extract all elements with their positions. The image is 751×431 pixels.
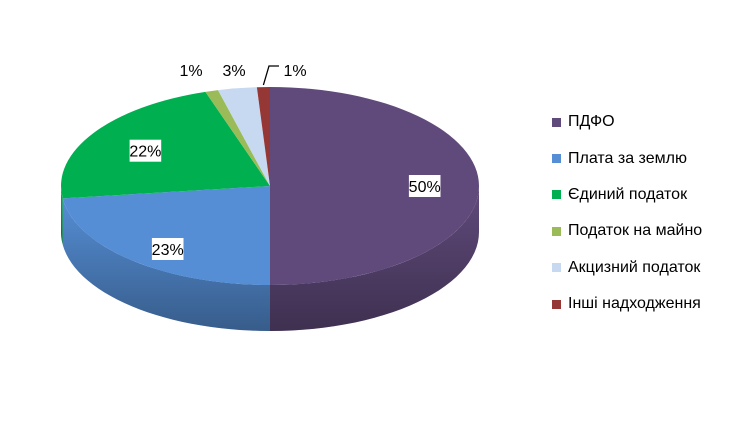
legend-swatch: [552, 154, 561, 164]
legend-swatch: [552, 226, 561, 236]
pie-slice-land-fee: [62, 186, 271, 285]
pie-side-pdfo: [270, 186, 479, 331]
svg-text:22%: 22%: [129, 144, 161, 161]
legend-label: Податок на майно: [568, 222, 703, 240]
svg-text:3%: 3%: [222, 63, 245, 80]
pie-slice-excise-tax: [218, 87, 270, 186]
legend-item-excise-tax: Акцизний податок: [552, 250, 702, 286]
legend-label: Єдиний податок: [568, 185, 688, 203]
svg-text:1%: 1%: [283, 63, 306, 80]
pie-side-land-fee: [62, 198, 271, 331]
legend-item-land-fee: Плата за землю: [552, 140, 702, 176]
legend: ПДФО Плата за землю Єдиний податок Подат…: [552, 104, 702, 322]
data-label-single-tax: 22%: [129, 139, 161, 162]
pie-slice-single-tax: [61, 91, 270, 199]
legend-item-pdfo: ПДФО: [552, 104, 702, 140]
legend-item-single-tax: Єдиний податок: [552, 177, 702, 213]
legend-item-other-revenue: Інші надходження: [552, 286, 702, 322]
data-label-property-tax: 1%: [179, 63, 202, 80]
legend-swatch: [552, 190, 561, 200]
pie-slice-pdfo: [270, 87, 479, 285]
data-label-land-fee: 23%: [152, 238, 184, 260]
svg-text:23%: 23%: [152, 242, 184, 259]
svg-text:1%: 1%: [179, 63, 202, 80]
leader-line: [262, 65, 279, 86]
legend-label: Акцизний податок: [568, 258, 701, 276]
pie-slice-property-tax: [205, 90, 270, 186]
legend-swatch: [552, 117, 561, 127]
legend-label: ПДФО: [568, 113, 615, 131]
legend-label: Інші надходження: [568, 295, 701, 313]
legend-swatch: [552, 299, 561, 309]
data-label-pdfo: 50%: [409, 175, 441, 197]
legend-item-property-tax: Податок на майно: [552, 213, 702, 249]
data-label-excise-tax: 3%: [222, 63, 245, 80]
data-label-other-revenue: 1%: [283, 63, 306, 80]
svg-text:50%: 50%: [409, 179, 441, 196]
pie-side-single-tax: [61, 186, 63, 245]
legend-label: Плата за землю: [568, 149, 687, 167]
legend-swatch: [552, 263, 561, 273]
pie-slice-other-revenue: [256, 87, 270, 186]
